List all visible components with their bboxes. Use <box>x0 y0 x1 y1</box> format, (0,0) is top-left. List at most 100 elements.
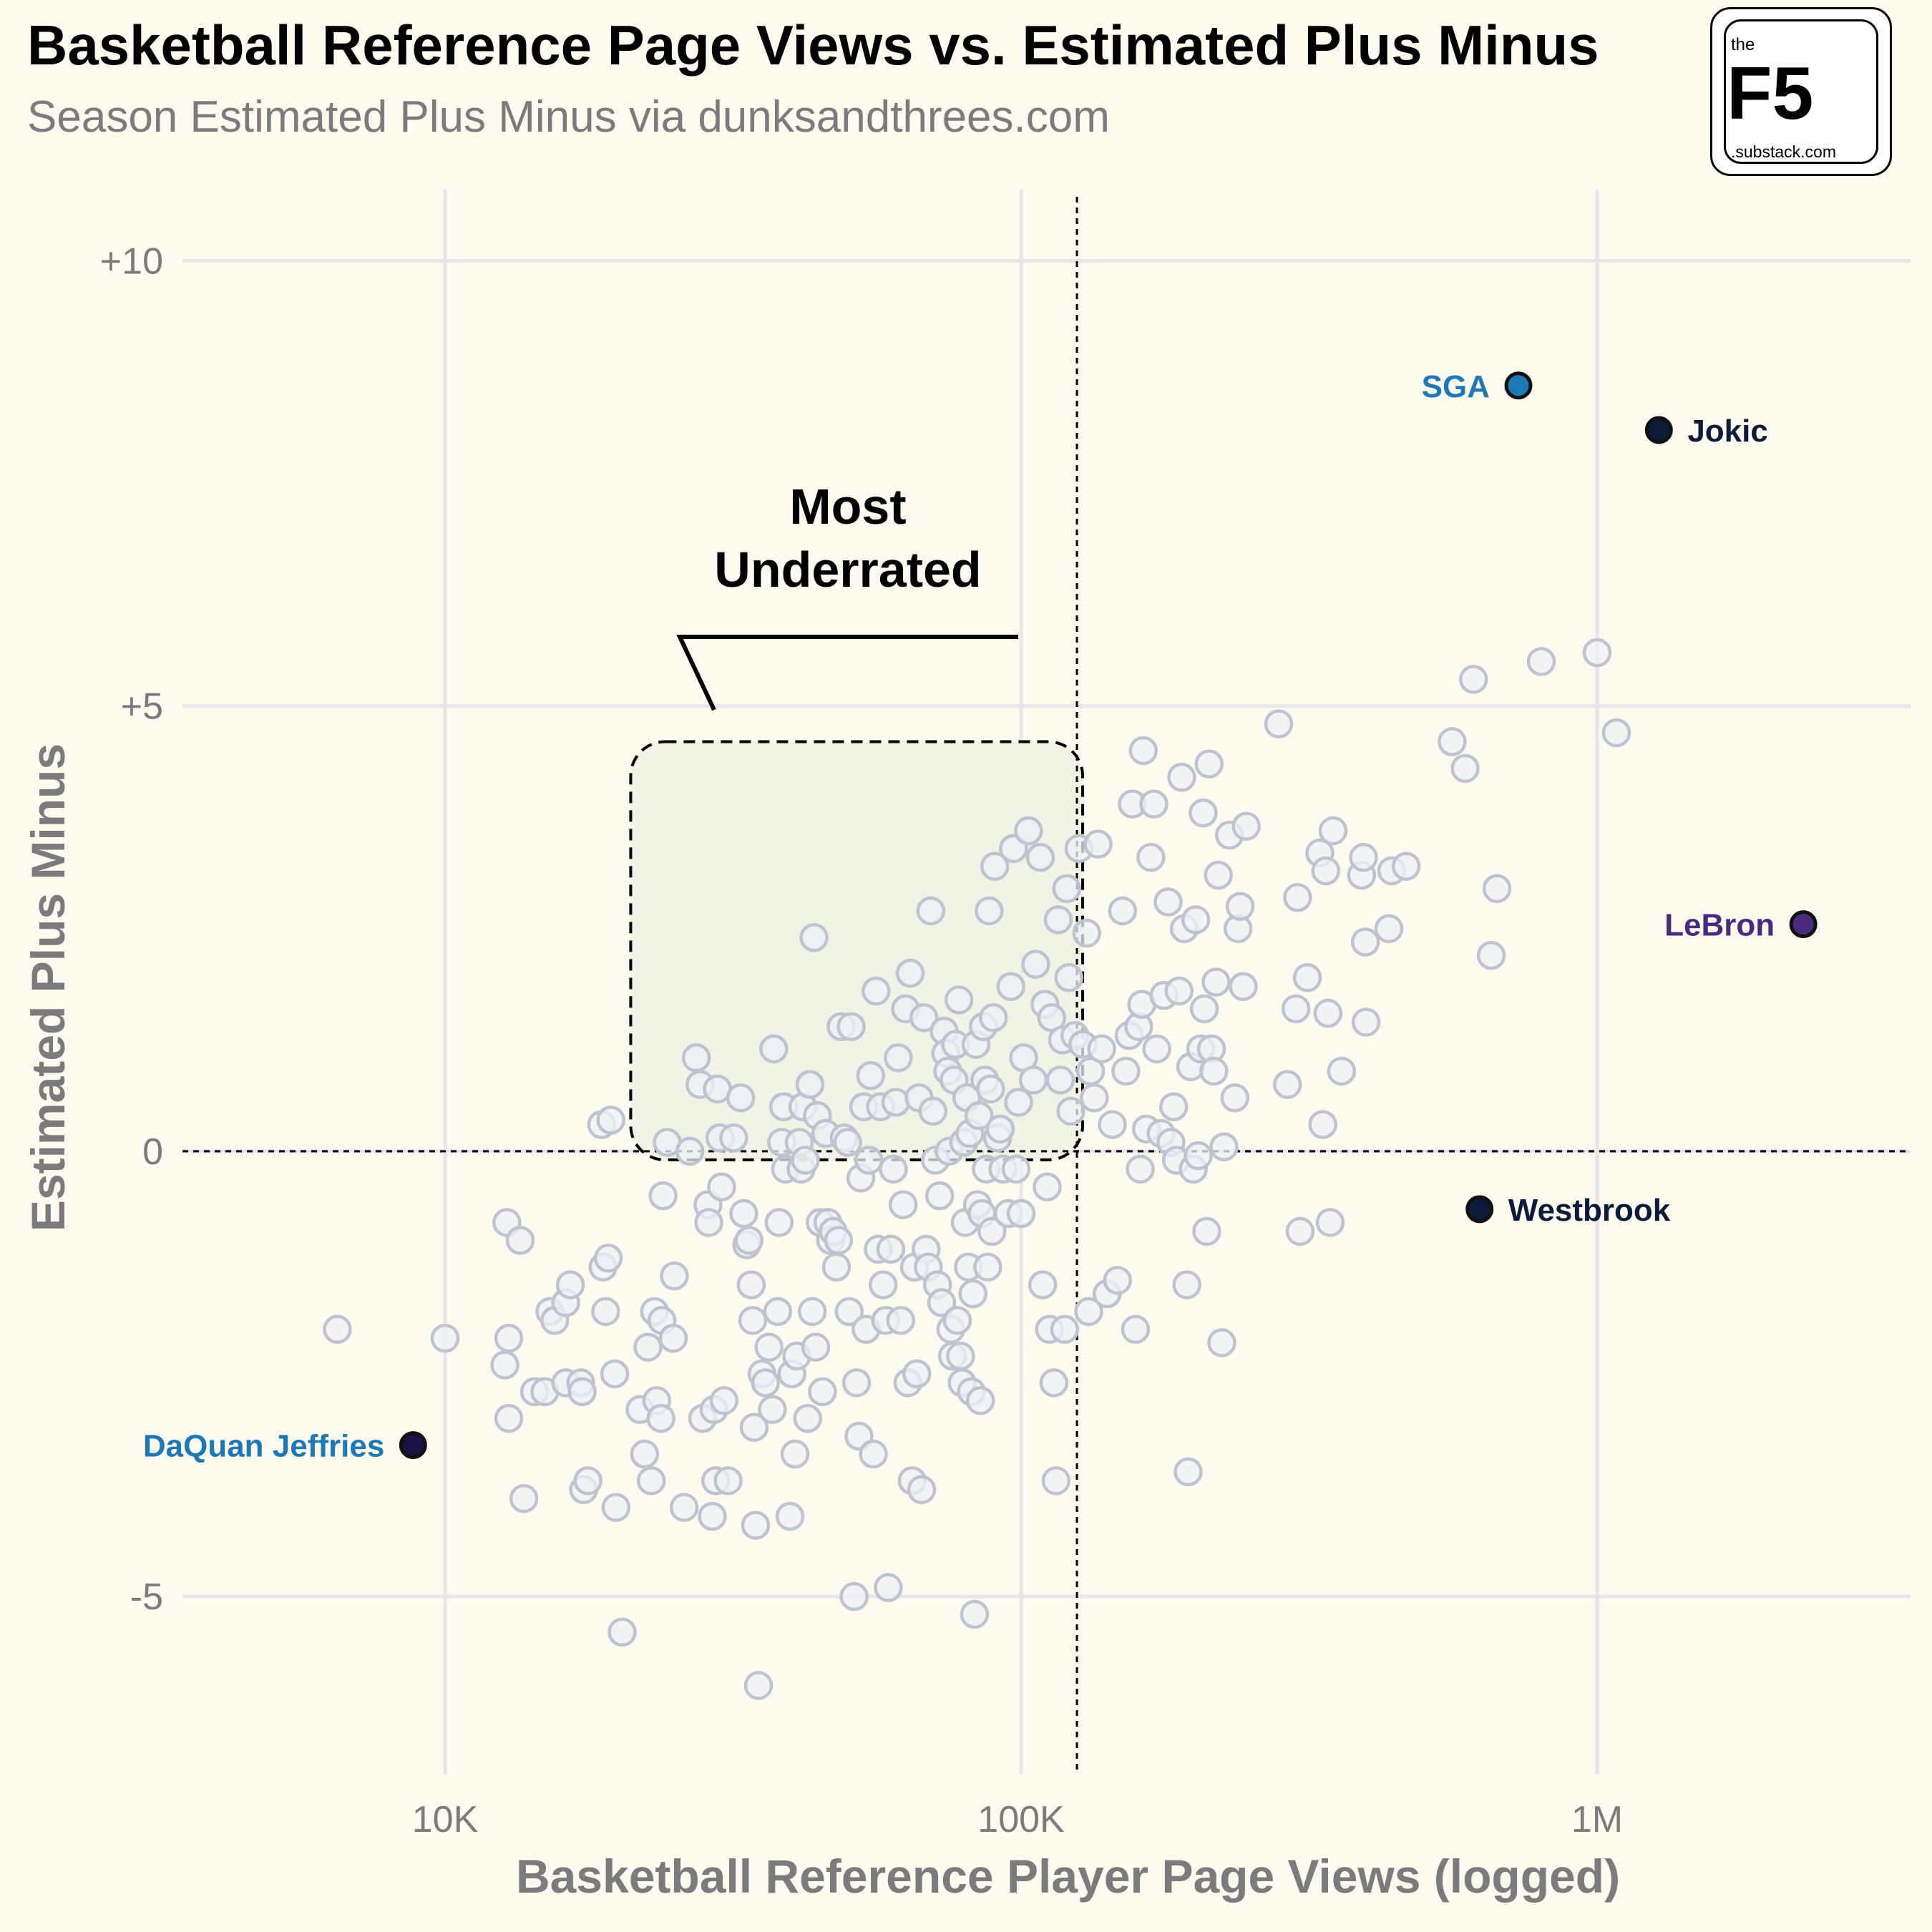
data-point <box>675 1136 705 1166</box>
data-point <box>1054 963 1083 992</box>
data-point <box>681 1043 711 1073</box>
data-point <box>707 1172 736 1201</box>
data-point <box>739 1413 769 1442</box>
data-point <box>1167 763 1196 792</box>
data-point <box>1021 950 1050 979</box>
data-point <box>729 1199 758 1229</box>
data-point <box>754 1332 784 1362</box>
data-point <box>1231 811 1261 841</box>
data-point <box>927 1288 957 1317</box>
data-point <box>593 1244 623 1273</box>
data-point <box>856 1060 885 1091</box>
highlighted-point <box>1465 1195 1494 1224</box>
y-tick-label: +5 <box>121 686 163 728</box>
y-tick-label: +10 <box>100 241 163 283</box>
data-point <box>1139 789 1169 819</box>
data-point <box>833 1128 862 1157</box>
points-layer <box>323 638 1631 1700</box>
data-point <box>1273 1070 1302 1099</box>
data-point <box>1074 1297 1103 1327</box>
data-point <box>726 1083 756 1113</box>
data-point <box>646 1403 675 1433</box>
data-point <box>824 1226 854 1255</box>
player-label: Jokic <box>1687 414 1768 449</box>
data-point <box>1108 896 1138 926</box>
x-tick-label: 1M <box>1571 1799 1623 1840</box>
data-point <box>1158 1092 1189 1121</box>
data-point <box>1220 1083 1249 1113</box>
data-point <box>633 1332 663 1362</box>
data-point <box>1207 1328 1236 1357</box>
data-point <box>1052 874 1082 904</box>
data-point <box>1080 1083 1109 1113</box>
data-point <box>660 1261 689 1291</box>
data-point <box>1189 798 1218 828</box>
data-point <box>1050 1314 1080 1345</box>
data-point <box>886 1306 916 1335</box>
data-point <box>709 1386 739 1415</box>
data-point <box>791 1146 820 1175</box>
data-point <box>960 1599 990 1629</box>
data-point <box>868 1270 898 1299</box>
data-point <box>630 1439 660 1469</box>
data-point <box>555 1270 585 1299</box>
data-point <box>1006 1199 1036 1229</box>
data-point <box>1194 749 1224 779</box>
data-point <box>978 1003 1008 1033</box>
data-point <box>907 1475 937 1505</box>
data-point <box>741 1511 771 1540</box>
data-point <box>1033 1172 1062 1201</box>
data-point <box>694 1208 723 1237</box>
data-point <box>1028 1270 1058 1299</box>
data-point <box>1126 1154 1155 1184</box>
data-point <box>874 1573 903 1602</box>
data-point <box>759 1034 789 1064</box>
data-point <box>946 1341 975 1371</box>
chart-title: Basketball Reference Page Views vs. Esti… <box>27 14 1599 77</box>
data-point <box>751 1368 781 1397</box>
data-point <box>1045 1065 1075 1095</box>
data-point <box>1192 1216 1221 1246</box>
data-point <box>1001 1154 1031 1184</box>
data-point <box>505 1226 535 1255</box>
logo-brand-text: F5 <box>1727 52 1814 135</box>
data-point <box>918 1096 948 1126</box>
data-point <box>738 1306 768 1335</box>
data-point <box>669 1493 699 1522</box>
data-point <box>1181 905 1211 935</box>
data-point <box>1087 1034 1116 1064</box>
logo-domain-text: .substack.com <box>1731 142 1836 161</box>
data-point <box>1018 1065 1048 1095</box>
highlighted-points-layer: SGA Jokic LeBron Westbrook DaQuan Jeffries <box>143 369 1818 1464</box>
data-point <box>1285 1216 1315 1246</box>
highlighted-point <box>1504 371 1533 400</box>
data-point <box>862 976 891 1006</box>
data-point <box>780 1439 810 1469</box>
data-point <box>895 958 925 988</box>
data-point <box>854 1146 884 1175</box>
data-point <box>758 1395 787 1425</box>
data-point <box>1209 1132 1239 1161</box>
annotation-line1: Most <box>789 479 906 535</box>
data-point <box>884 1043 913 1073</box>
y-axis-title: Estimated Plus Minus <box>21 743 74 1231</box>
data-point <box>964 1101 994 1131</box>
data-point <box>1476 940 1506 970</box>
data-point <box>1164 976 1194 1006</box>
data-point <box>793 1403 822 1433</box>
data-point <box>834 1297 864 1327</box>
data-point <box>1111 1056 1141 1086</box>
data-point <box>494 1324 524 1353</box>
data-point <box>841 1368 872 1397</box>
data-point <box>958 1279 988 1309</box>
player-label: LeBron <box>1664 908 1775 943</box>
data-point <box>1153 887 1183 917</box>
data-point <box>839 1581 869 1611</box>
data-point <box>1526 647 1556 676</box>
data-point <box>1098 1110 1127 1139</box>
data-point <box>1225 892 1255 921</box>
data-point <box>879 1154 908 1184</box>
data-point <box>1327 1056 1357 1086</box>
data-point <box>509 1483 539 1513</box>
data-point <box>1189 994 1219 1024</box>
